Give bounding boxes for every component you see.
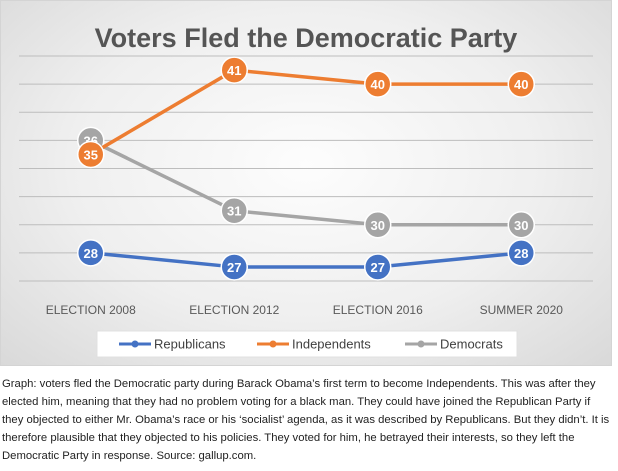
data-label: 28 — [514, 246, 528, 261]
series-line — [89, 138, 522, 227]
x-tick-label: SUMMER 2020 — [480, 303, 564, 317]
data-label: 31 — [227, 204, 241, 219]
data-point — [364, 70, 392, 98]
data-label: 30 — [371, 218, 385, 233]
data-point — [220, 253, 248, 281]
x-axis: ELECTION 2008 ELECTION 2012 ELECTION 2016 S… — [46, 303, 564, 317]
legend-box — [96, 330, 518, 358]
x-tick-label: ELECTION 2016 — [333, 303, 423, 317]
data-point — [507, 239, 535, 267]
legend-label: Republicans — [154, 337, 226, 352]
data-label: 40 — [371, 77, 385, 92]
legend: Republicans Independents Democrats — [96, 330, 518, 358]
gridlines — [19, 55, 593, 282]
legend-marker — [417, 340, 425, 348]
x-tick-label: ELECTION 2008 — [46, 303, 136, 317]
data-label: 41 — [227, 63, 241, 78]
data-point — [507, 211, 535, 239]
chart-title: Voters Fled the Democratic Party — [95, 23, 518, 53]
data-point — [220, 196, 248, 225]
data-label: 27 — [371, 260, 385, 275]
chart-container: Voters Fled the Democratic Party 3631303… — [0, 0, 612, 366]
series-line — [89, 68, 522, 156]
series-independents: 35 41 40 40 — [77, 56, 535, 169]
chart-caption: Graph: voters fled the Democratic party … — [2, 378, 610, 462]
data-point — [220, 56, 248, 84]
data-label: 40 — [514, 77, 528, 92]
data-point — [364, 253, 392, 281]
series-republicans: 28 27 27 28 — [77, 239, 535, 281]
legend-label: Independents — [292, 337, 371, 352]
data-point — [507, 70, 535, 98]
data-point — [77, 239, 105, 267]
series-line — [90, 251, 522, 269]
legend-label: Democrats — [440, 337, 503, 352]
legend-marker — [131, 340, 139, 348]
series-democrats: 36313030 — [77, 126, 535, 239]
legend-marker — [269, 340, 277, 348]
data-point — [364, 211, 392, 239]
line-chart: Voters Fled the Democratic Party 3631303… — [19, 23, 593, 358]
data-point — [77, 140, 105, 169]
data-label: 27 — [227, 260, 241, 275]
x-tick-label: ELECTION 2012 — [189, 303, 279, 317]
data-label: 28 — [84, 246, 98, 261]
data-label: 30 — [514, 218, 528, 233]
series-lines: 363130303541404028272728 — [77, 56, 535, 281]
data-label: 35 — [84, 147, 98, 162]
